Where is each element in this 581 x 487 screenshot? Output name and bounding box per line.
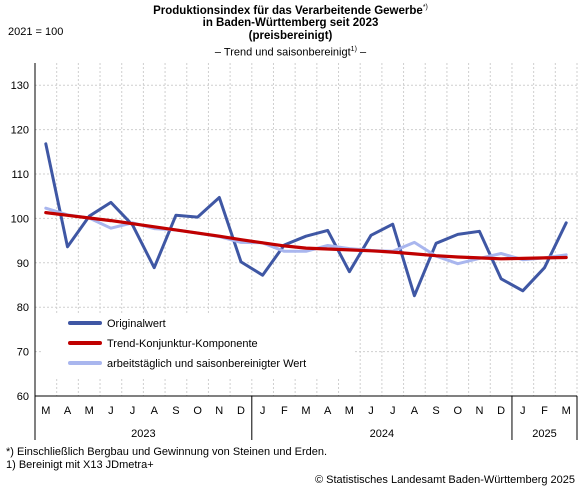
x-tick-label: M — [41, 405, 50, 417]
x-tick-label: J — [390, 405, 396, 417]
x-tick-label: N — [475, 405, 483, 417]
chart-title-line1: Produktionsindex für das Verarbeitende G… — [0, 2, 581, 17]
series-lines — [44, 142, 568, 298]
y-tick-label: 130 — [11, 80, 29, 92]
x-tick-label: M — [562, 405, 571, 417]
y-tick-label: 70 — [17, 347, 29, 359]
x-tick-label: M — [85, 405, 94, 417]
x-tick-label: N — [215, 405, 223, 417]
y-tick-label: 60 — [17, 391, 29, 403]
year-label: 2023 — [131, 428, 155, 440]
chart-header: Produktionsindex für das Verarbeitende G… — [0, 2, 581, 60]
year-label: 2024 — [370, 428, 394, 440]
footnote-1: *) Einschließlich Bergbau und Gewinnung … — [6, 446, 328, 458]
title-footnote-mark: *) — [422, 4, 428, 11]
x-tick-label: S — [172, 405, 179, 417]
legend-label: Trend-Konjunktur-Komponente — [107, 338, 258, 350]
x-tick-label: J — [108, 405, 114, 417]
y-tick-label: 80 — [17, 302, 29, 314]
x-tick-label: J — [520, 405, 526, 417]
x-tick-label: A — [324, 405, 332, 417]
subtitle-text: – Trend und saisonbereinigt — [214, 46, 351, 59]
y-axis: 60 70 80 90 100 110 120 130 — [11, 63, 36, 403]
x-tick-label: D — [237, 405, 245, 417]
source-credit: © Statistisches Landesamt Baden-Württemb… — [314, 474, 575, 486]
x-axis: M A M J J A S O N D J F M A M J J A S O N D J F M 2023 2024 2025 — [34, 395, 578, 440]
y-tick-label: 90 — [17, 258, 29, 270]
x-tick-label: A — [411, 405, 419, 417]
subtitle-end: – — [356, 46, 367, 59]
y-tick-label: 110 — [11, 169, 29, 181]
series-line — [44, 211, 568, 261]
x-tick-label: O — [453, 405, 462, 417]
x-tick-label: S — [432, 405, 439, 417]
subtitle-footnote-mark: 1) — [350, 46, 357, 54]
x-tick-label: J — [368, 405, 374, 417]
x-tick-label: A — [151, 405, 159, 417]
x-tick-label: M — [345, 405, 354, 417]
baseline-label: 2021 = 100 — [8, 26, 64, 38]
series-line — [44, 142, 568, 298]
footnote-2: 1) Bereinigt mit X13 JDmetra+ — [6, 459, 154, 471]
chart-subtitle: – Trend und saisonbereinigt1) – — [0, 43, 581, 60]
x-tick-label: J — [130, 405, 136, 417]
legend-label: arbeitstäglich und saisonbereinigter Wer… — [107, 358, 306, 370]
x-tick-label: O — [193, 405, 202, 417]
x-tick-label: A — [64, 405, 72, 417]
year-label: 2025 — [532, 428, 556, 440]
chart-title-line3: (preisbereinigt) — [248, 29, 333, 42]
legend: Originalwert Trend-Konjunktur-Komponente a… — [42, 314, 354, 378]
x-tick-label: D — [497, 405, 505, 417]
legend-label: Originalwert — [107, 318, 166, 330]
chart-title-line2: in Baden-Württemberg seit 2023 — [202, 17, 379, 30]
y-tick-label: 120 — [11, 125, 29, 137]
x-tick-label: J — [260, 405, 266, 417]
y-tick-label: 100 — [11, 213, 29, 225]
title-text: Produktionsindex für das Verarbeitende G… — [153, 4, 423, 17]
x-tick-label: M — [301, 405, 310, 417]
x-tick-label: F — [541, 405, 548, 417]
x-tick-label: F — [281, 405, 288, 417]
